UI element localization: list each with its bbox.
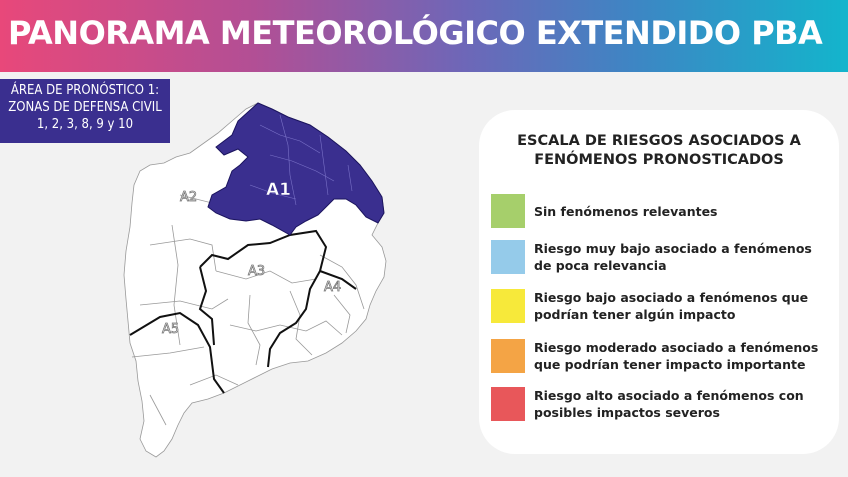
risk-swatch-yellow xyxy=(491,289,525,323)
map-label-a1: A1 xyxy=(266,180,291,200)
region-border-a3-left xyxy=(198,266,215,346)
risk-swatch-orange xyxy=(491,339,525,373)
area-line-2: ZONAS DE DEFENSA CIVIL xyxy=(8,100,162,115)
risk-scale-title: ESCALA DE RIESGOS ASOCIADOS A FENÓMENOS … xyxy=(479,132,839,170)
header-banner: PANORAMA METEOROLÓGICO EXTENDIDO PBA xyxy=(0,0,848,72)
risk-level-text: de poca relevancia xyxy=(534,258,667,273)
page-title: PANORAMA METEOROLÓGICO EXTENDIDO PBA xyxy=(8,14,823,52)
map-label-a5: A5 xyxy=(162,322,179,337)
risk-level-text: Sin fenómenos relevantes xyxy=(534,204,718,219)
risk-swatch-light-blue xyxy=(491,240,525,274)
map-label-a3: A3 xyxy=(248,264,265,279)
forecast-area-box: ÁREA DE PRONÓSTICO 1: ZONAS DE DEFENSA C… xyxy=(0,79,170,143)
risk-level-text: posibles impactos severos xyxy=(534,405,720,420)
area-line-3: 1, 2, 3, 8, 9 y 10 xyxy=(36,117,134,132)
area-line-1: ÁREA DE PRONÓSTICO 1: xyxy=(10,83,160,98)
map-label-a2: A2 xyxy=(180,190,197,205)
risk-level-text: Riesgo alto asociado a fenómenos con xyxy=(534,388,804,403)
region-border-a2-a5 xyxy=(129,311,225,394)
region-border-a3 xyxy=(199,229,328,368)
risk-scale-title-line-2: FENÓMENOS PRONOSTICADOS xyxy=(534,152,784,168)
map-label-a4: A4 xyxy=(324,280,341,295)
region-border-a4 xyxy=(319,270,357,290)
risk-scale-card: ESCALA DE RIESGOS ASOCIADOS A FENÓMENOS … xyxy=(479,110,839,454)
risk-level-text: Riesgo bajo asociado a fenómenos que xyxy=(534,290,809,305)
risk-level-text: Riesgo muy bajo asociado a fenómenos xyxy=(534,241,812,256)
risk-level-text: que podrían tener impacto importante xyxy=(534,357,806,372)
province-map: A1 A2 A3 A4 A5 xyxy=(123,102,387,458)
risk-swatch-red xyxy=(491,387,525,421)
risk-level-text: podrían tener algún impacto xyxy=(534,307,736,322)
risk-level-text: Riesgo moderado asociado a fenómenos xyxy=(534,340,819,355)
risk-swatch-green xyxy=(491,194,525,228)
region-a1-highlight xyxy=(207,102,385,236)
risk-scale-title-line-1: ESCALA DE RIESGOS ASOCIADOS A xyxy=(517,133,801,149)
